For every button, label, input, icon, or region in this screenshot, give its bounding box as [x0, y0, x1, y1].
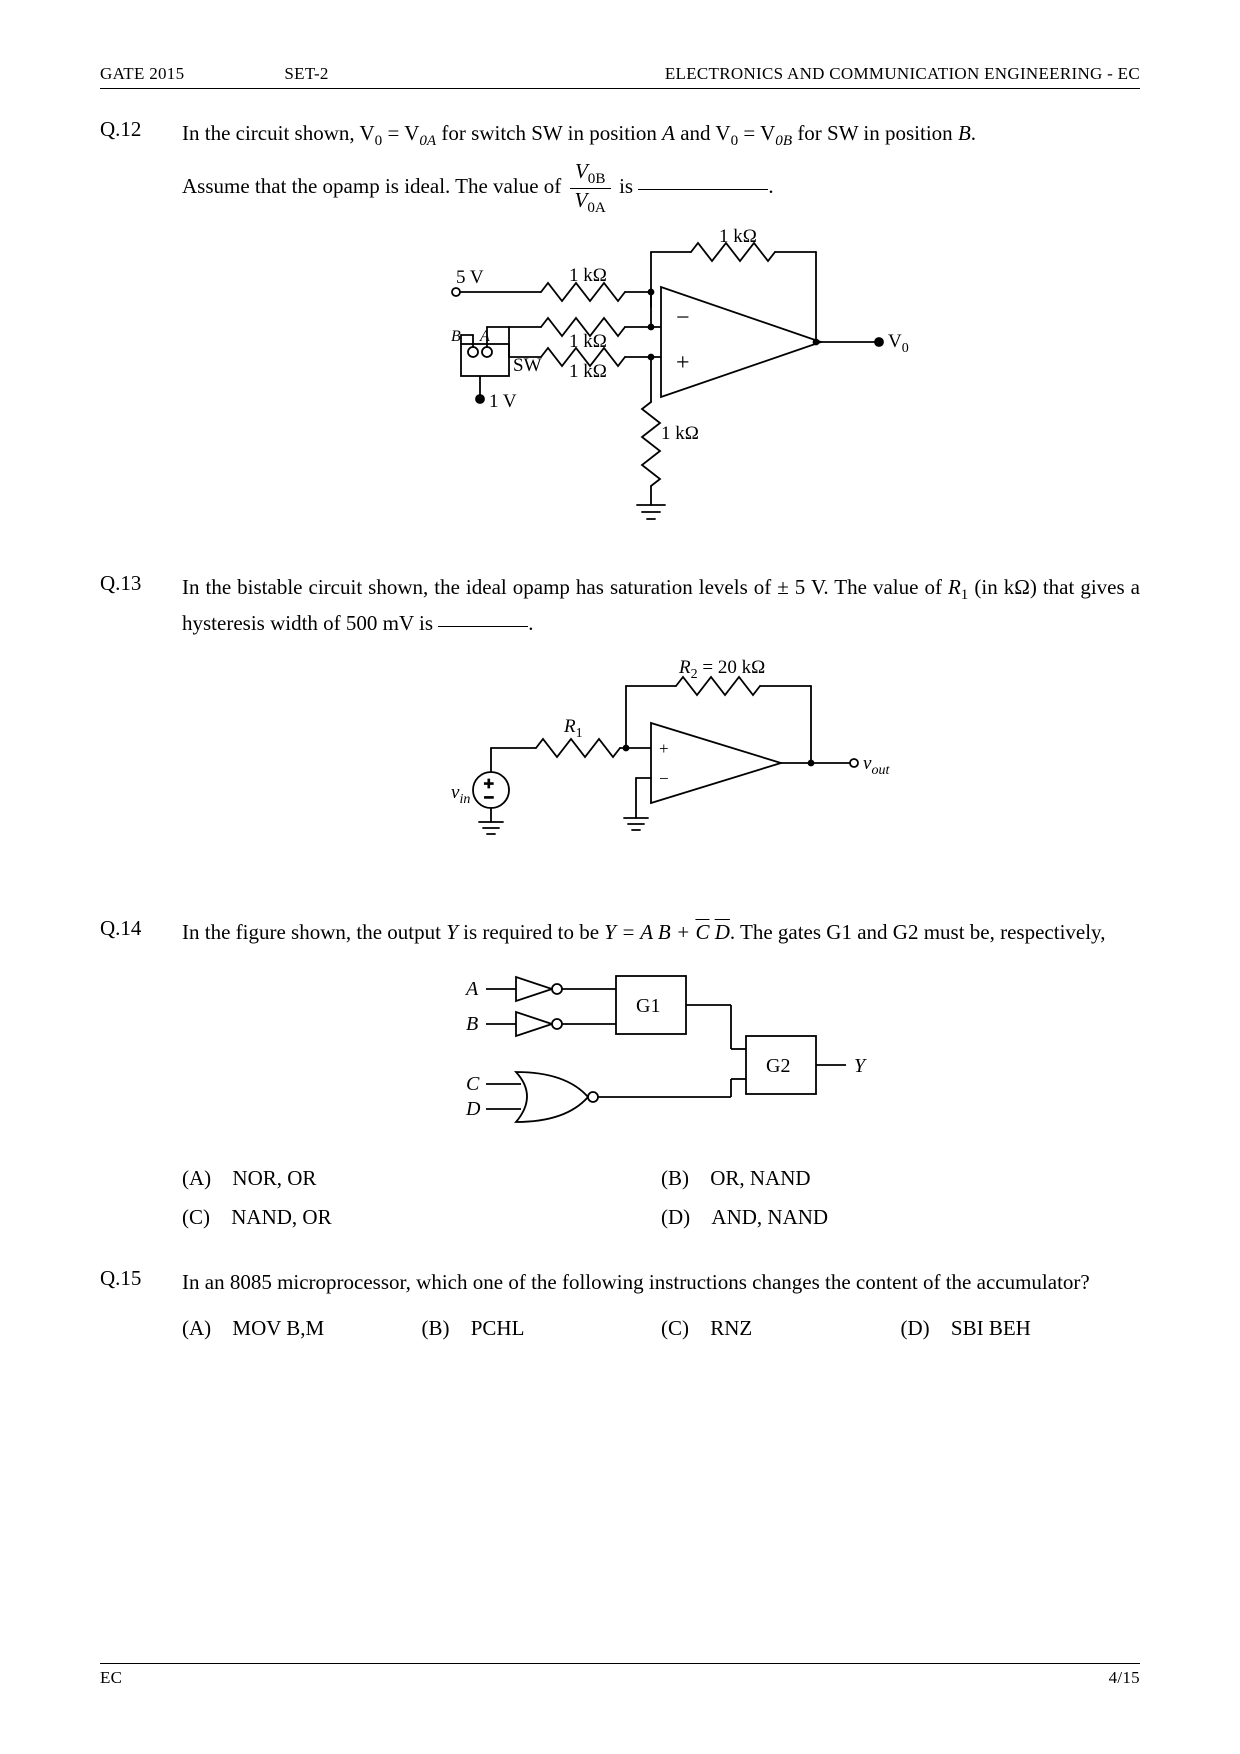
- label-Y: Y: [854, 1055, 867, 1077]
- label-r-bot: 1 kΩ: [569, 361, 607, 382]
- q12-circuit-diagram: 1 kΩ 5 V 1 kΩ 1 kΩ 1 kΩ 1 kΩ 1 V SW A B …: [401, 227, 921, 527]
- q15-text: In an 8085 microprocessor, which one of …: [182, 1270, 1090, 1294]
- blank-line: [638, 189, 768, 190]
- label-r-top: 1 kΩ: [569, 265, 607, 286]
- q13-circuit-diagram: + −: [421, 658, 901, 878]
- opamp-minus-icon: −: [659, 769, 669, 788]
- q14-logic-diagram: A B C D Y G1 G2: [446, 964, 876, 1134]
- q12-text: In the circuit shown, V0 = V0A for switc…: [182, 121, 976, 145]
- q15-opt-a: MOV B,M: [232, 1312, 324, 1345]
- q14-options: (A) NOR, OR (B) OR, NAND (C) NAND, OR (D…: [182, 1162, 1140, 1233]
- q12-fraction: V0B V0A: [570, 160, 611, 217]
- label-posB: B: [451, 328, 461, 345]
- label-5v: 5 V: [456, 267, 484, 288]
- q14-opt-d: AND, NAND: [711, 1201, 828, 1234]
- footer-left: EC: [100, 1668, 122, 1688]
- q12-text-2: Assume that the opamp is ideal. The valu…: [182, 174, 774, 198]
- label-vout: V0: [888, 331, 909, 356]
- q15-body: In an 8085 microprocessor, which one of …: [182, 1266, 1140, 1345]
- question-15: Q.15 In an 8085 microprocessor, which on…: [100, 1266, 1140, 1345]
- label-r1: R1: [563, 716, 583, 741]
- page-footer: EC 4/15: [100, 1663, 1140, 1688]
- footer-right: 4/15: [1109, 1668, 1140, 1688]
- q14-opt-c: NAND, OR: [231, 1201, 331, 1234]
- label-posA: A: [479, 328, 490, 345]
- opamp-plus-icon: +: [659, 739, 669, 758]
- question-14: Q.14 In the figure shown, the output Y i…: [100, 916, 1140, 1234]
- q13-number: Q.13: [100, 571, 164, 886]
- q15-options: (A) MOV B,M (B) PCHL (C) RNZ (D) SBI BEH: [182, 1312, 1140, 1345]
- q15-opt-d: SBI BEH: [951, 1312, 1031, 1345]
- header-subject: ELECTRONICS AND COMMUNICATION ENGINEERIN…: [665, 64, 1140, 84]
- header-set: SET-2: [284, 64, 328, 84]
- label-r-mid: 1 kΩ: [569, 331, 607, 352]
- label-r-gnd: 1 kΩ: [661, 423, 699, 444]
- label-D: D: [465, 1098, 481, 1120]
- label-r2: R2 = 20 kΩ: [678, 658, 765, 682]
- question-12: Q.12 In the circuit shown, V0 = V0A for …: [100, 117, 1140, 535]
- q15-opt-b: PCHL: [471, 1312, 525, 1345]
- q14-opt-b: OR, NAND: [710, 1162, 810, 1195]
- svg-text:−: −: [484, 788, 494, 807]
- q12-number: Q.12: [100, 117, 164, 535]
- question-13: Q.13 In the bistable circuit shown, the …: [100, 571, 1140, 886]
- label-sw: SW: [513, 355, 542, 376]
- blank-line: [438, 626, 528, 627]
- q14-body: In the figure shown, the output Y is req…: [182, 916, 1140, 1234]
- label-1v: 1 V: [489, 391, 517, 412]
- label-A: A: [464, 978, 479, 1000]
- q12-body: In the circuit shown, V0 = V0A for switc…: [182, 117, 1140, 535]
- opamp-plus-icon: +: [676, 350, 690, 376]
- q15-opt-c: RNZ: [710, 1312, 752, 1345]
- label-vout: vout: [863, 753, 890, 778]
- label-G1: G1: [636, 995, 660, 1017]
- label-C: C: [466, 1073, 480, 1095]
- opamp-minus-icon: −: [676, 305, 690, 331]
- q13-body: In the bistable circuit shown, the ideal…: [182, 571, 1140, 886]
- q14-opt-a: NOR, OR: [232, 1162, 316, 1195]
- page-header: GATE 2015 SET-2 ELECTRONICS AND COMMUNIC…: [100, 64, 1140, 89]
- q15-number: Q.15: [100, 1266, 164, 1345]
- label-G2: G2: [766, 1055, 790, 1077]
- header-exam: GATE 2015: [100, 64, 184, 84]
- q14-number: Q.14: [100, 916, 164, 1234]
- label-vin: vin: [451, 782, 470, 807]
- label-r-feedback: 1 kΩ: [719, 227, 757, 247]
- label-B: B: [466, 1013, 478, 1035]
